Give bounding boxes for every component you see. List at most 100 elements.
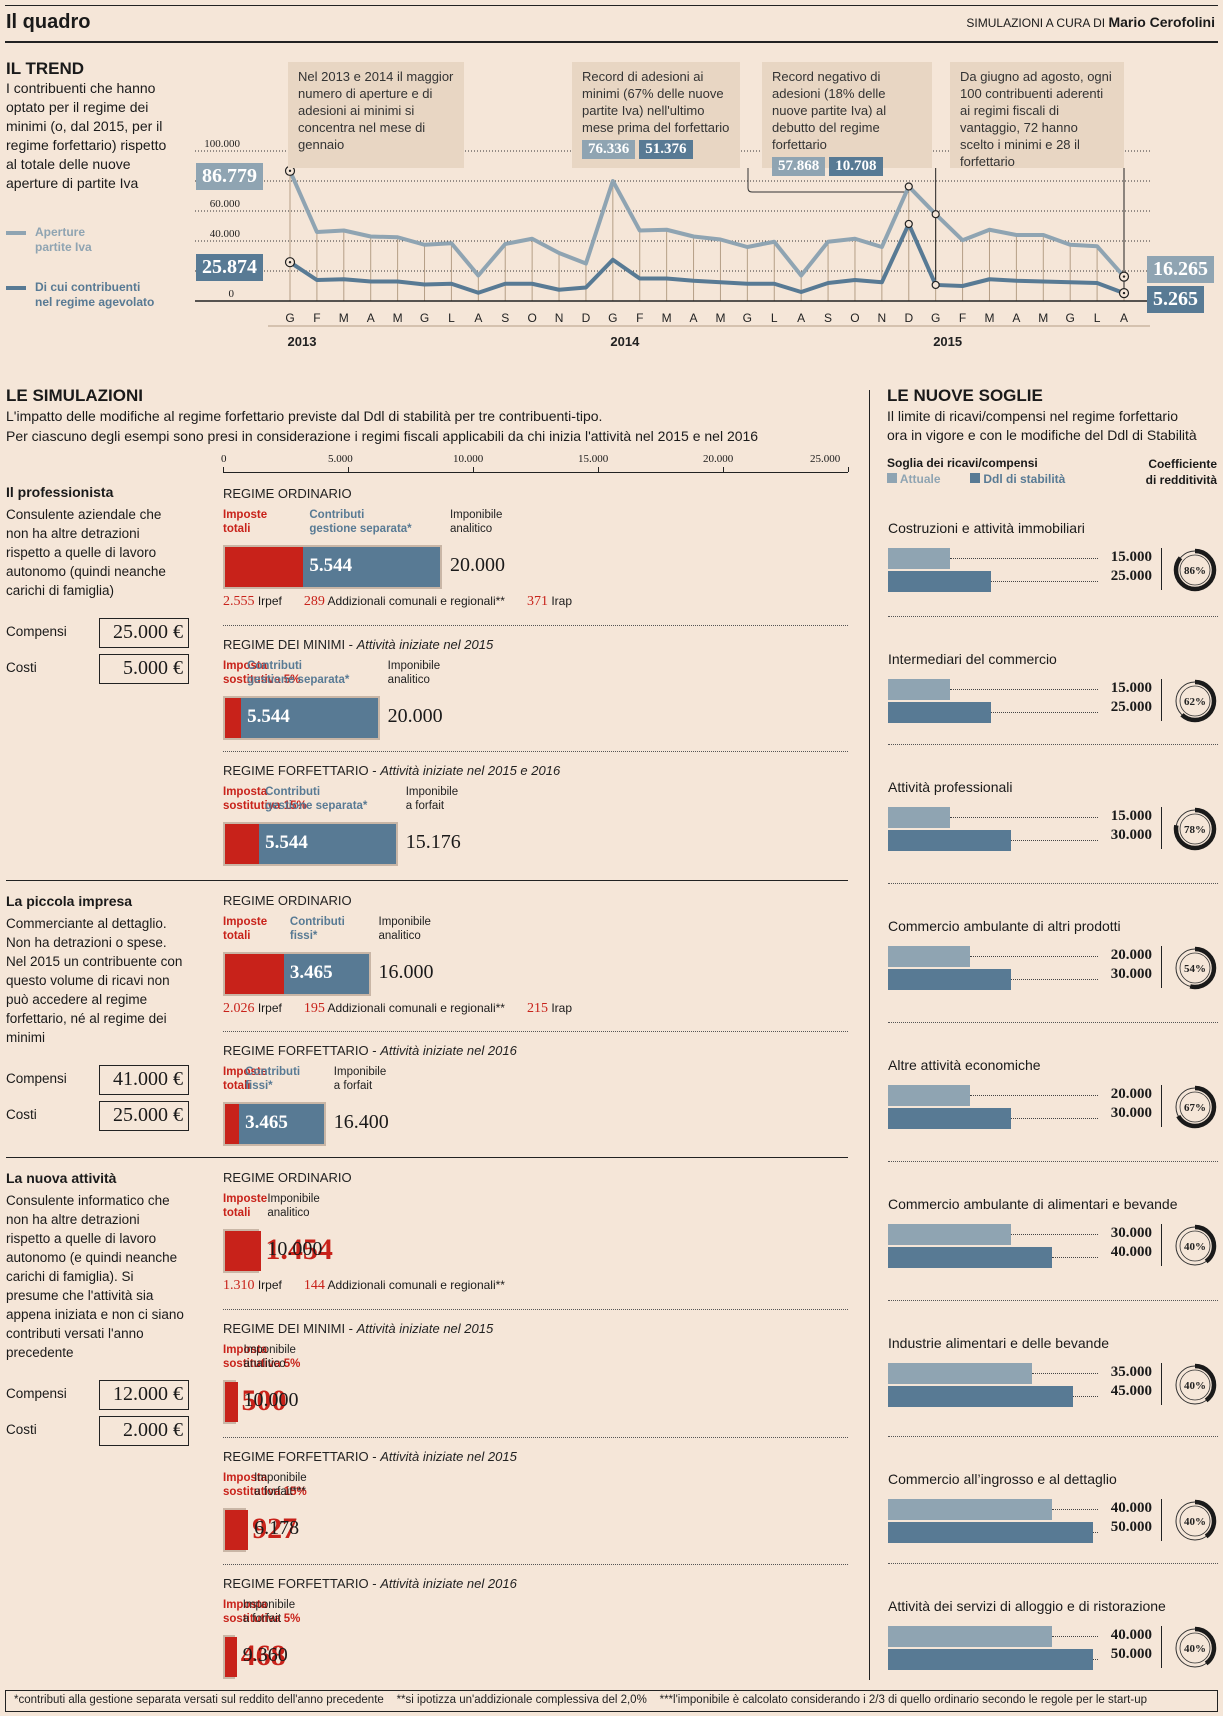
tax-breakdown: 2.026 Irpef 195 Addizionali comunali e re… — [223, 1001, 594, 1017]
imponibile-label: Imponibile analitico — [267, 1192, 319, 1220]
simulation-bar: 468 — [223, 1635, 286, 1679]
year-label: 2014 — [610, 334, 640, 349]
soglia-separator — [888, 1300, 1218, 1301]
simulazioni-axis: 0 5.000 10.000 15.000 20.000 25.000 — [221, 453, 849, 475]
tax-breakdown-label: Irap — [551, 1001, 573, 1015]
imponibile-value: 10.000 — [267, 1238, 323, 1260]
tax-value: 500 — [241, 1384, 287, 1417]
data-point — [1014, 279, 1018, 283]
y-tick-label: 40.000 — [210, 228, 241, 240]
tax-bar — [225, 1231, 262, 1271]
tax-label-line: totali — [223, 1207, 251, 1219]
coef-donut: 40% — [1173, 1224, 1217, 1268]
data-point — [611, 258, 615, 262]
compensi-label: Compensi — [6, 1071, 67, 1086]
coef-donut: 86% — [1173, 548, 1217, 592]
tax-breakdown-label: Irap — [551, 594, 573, 608]
imponibile-value: 20.000 — [449, 554, 505, 576]
axis-tick-label: 25.000 — [810, 453, 841, 465]
data-point — [799, 274, 803, 277]
threshold-current: 15.000 — [1110, 808, 1152, 824]
chip-aperture: 57.868 — [772, 157, 826, 176]
brace — [1161, 1626, 1162, 1668]
threshold-new: 45.000 — [1110, 1383, 1152, 1399]
data-point — [745, 245, 749, 249]
data-point — [987, 277, 991, 281]
axis-tick-label: 0 — [221, 453, 227, 465]
tax-label-line: sostitutiva 5% — [223, 674, 301, 686]
tax-label-line: Imposte — [223, 1066, 268, 1078]
donut-inner — [1179, 1369, 1211, 1401]
compensi-label: Compensi — [6, 624, 67, 639]
imponibile-label-line: Imponibile — [405, 786, 459, 798]
tax-label-line: sostitutiva 5% — [223, 1358, 301, 1370]
bar-current — [888, 1499, 1052, 1520]
imponibile-label: Imponibile a forfait*** — [254, 1471, 306, 1499]
compensi-value: 12.000 € — [99, 1380, 189, 1410]
highlight-point-center — [288, 169, 292, 173]
imponibile-label-line: Imponibile — [333, 1066, 387, 1078]
imponibile-label: Imponibile analitico — [379, 915, 431, 943]
data-point — [503, 282, 507, 286]
regime-title: REGIME ORDINARIO — [223, 1170, 352, 1185]
highlight-point — [904, 219, 913, 229]
x-tick-label: G — [285, 311, 294, 325]
soglia-separator — [888, 616, 1218, 617]
bar-current — [888, 679, 950, 700]
tax-label: Imposte totali — [223, 508, 267, 536]
brace — [1161, 548, 1162, 590]
tax-label-line: Imposte — [223, 1193, 268, 1205]
x-tick-label: M — [662, 311, 672, 325]
threshold-current: 20.000 — [1110, 947, 1152, 963]
tax-breakdown: 1.310 Irpef 144 Addizionali comunali e re… — [223, 1278, 527, 1294]
donut-arc — [1173, 946, 1217, 990]
imponibile-label-line: analitico — [378, 930, 421, 942]
tax-breakdown-label: Irpef — [257, 1278, 282, 1292]
callout-connector — [747, 168, 909, 193]
regime-name: REGIME DEI MINIMI — [223, 1321, 346, 1336]
data-point — [369, 280, 373, 283]
y-tick-label: 100.000 — [204, 138, 240, 150]
tax-label-line: Imposta — [223, 1472, 268, 1484]
donut-arc — [1173, 1085, 1217, 1129]
threshold-current: 20.000 — [1110, 1086, 1152, 1102]
regime-separator — [223, 1309, 848, 1310]
data-point — [987, 228, 991, 232]
regime-note: Attività iniziate nel 2016 — [380, 1043, 517, 1058]
series-line-aperture — [288, 170, 1126, 278]
tax-breakdown-value: 371 — [526, 594, 548, 609]
column-divider — [869, 390, 870, 1680]
profile-description: Consulente aziendale che non ha altre de… — [6, 507, 166, 598]
trend-chart: 0 40.000 60.000 100.000 G F M A M G L A S O N D G F M A M G L A… — [195, 138, 1150, 349]
simulation-bar: 1.4455.544 — [223, 822, 398, 866]
x-tick-label: F — [313, 311, 320, 325]
contrib-bar: 5.544 — [259, 824, 396, 864]
threshold-new: 50.000 — [1110, 1519, 1152, 1535]
data-point — [853, 237, 857, 241]
year-label: 2015 — [933, 334, 962, 349]
contrib-bar: 3.465 — [239, 1104, 324, 1144]
brace — [1161, 1224, 1162, 1266]
donut-arc — [1173, 679, 1217, 723]
chip-agevolato: 51.376 — [639, 140, 693, 159]
data-point — [799, 290, 803, 294]
regime-separator — [223, 1437, 848, 1438]
highlight-point — [931, 210, 940, 219]
imponibile-label: Imponibile analitico — [388, 659, 440, 687]
callout-text: Nel 2013 e 2014 il maggior numero di ape… — [298, 69, 454, 152]
threshold-current: 40.000 — [1110, 1627, 1152, 1643]
data-point — [476, 274, 480, 277]
regime-separator — [223, 625, 848, 626]
profile-description: Commerciante al dettaglio. Non ha detraz… — [6, 916, 183, 1045]
tax-bar — [225, 954, 286, 994]
donut-inner — [1179, 813, 1211, 845]
leader-new — [1052, 1257, 1098, 1258]
regime-separator — [223, 1031, 848, 1032]
costi-label: Costi — [6, 1422, 37, 1437]
data-point — [1041, 280, 1045, 283]
profile-description: Consulente informatico che non ha altre … — [6, 1193, 184, 1360]
soglia-category: Commercio all’ingrosso e al dettaglio — [888, 1471, 1117, 1487]
regime-title: REGIME DEI MINIMI - Attività iniziate ne… — [223, 1321, 493, 1336]
tax-breakdown-label: Irpef — [257, 594, 282, 608]
axis-tick — [223, 467, 224, 472]
